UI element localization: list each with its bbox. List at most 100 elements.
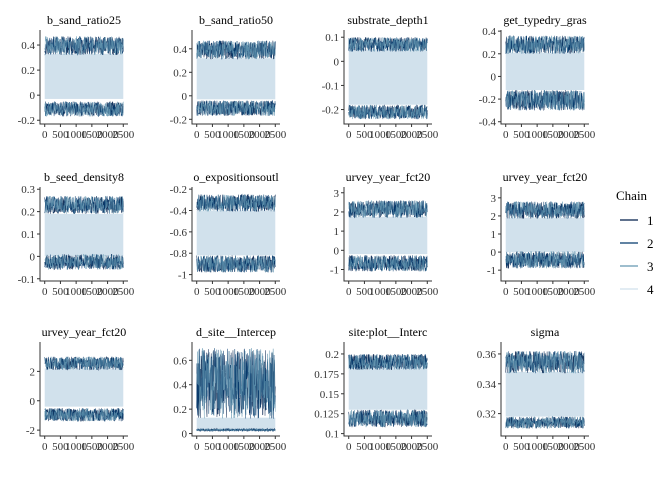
x-tick-label: 1000 — [65, 286, 88, 298]
trace-band — [348, 49, 428, 105]
x-tick-label: 1500 — [81, 286, 104, 298]
trace-chain-3-low — [44, 407, 124, 422]
y-tick-label: 0 — [334, 245, 340, 257]
trace-chain-3-low — [44, 101, 124, 117]
x-tick-label: 1000 — [217, 129, 240, 141]
y-tick-label: 3 — [491, 193, 497, 205]
x-tick-label: 1000 — [369, 129, 392, 141]
x-tick-label: 500 — [356, 286, 373, 298]
x-tick-label: 1000 — [526, 441, 549, 453]
x-tick-label: 0 — [503, 129, 509, 141]
panel-traces — [44, 195, 124, 271]
y-tick-label: 0.2 — [173, 67, 187, 79]
y-tick-label: 2 — [334, 207, 340, 219]
x-tick-label: 2500 — [573, 441, 596, 453]
x-tick-label: 2500 — [573, 129, 596, 141]
x-tick-label: 2000 — [558, 129, 581, 141]
y-tick-label: -0.2 — [170, 114, 187, 126]
panel-traces — [505, 200, 585, 270]
x-tick-label: 2500 — [264, 129, 287, 141]
trace-chain-3-high — [505, 35, 585, 54]
y-tick-label: -1 — [178, 270, 187, 282]
panel-title: urvey_year_fct20 — [346, 170, 431, 184]
x-tick-label: 0 — [194, 129, 200, 141]
panel-traces — [348, 353, 428, 428]
y-tick-label: 0 — [182, 91, 188, 103]
y-tick-label: 0.1 — [21, 229, 35, 241]
panel-title: sigma — [531, 325, 560, 339]
x-tick-label: 2500 — [112, 129, 135, 141]
y-tick-label: 2 — [30, 366, 36, 378]
x-tick-label: 2500 — [416, 441, 439, 453]
trace-band — [44, 53, 124, 99]
trace-chain-3-high — [196, 194, 276, 212]
y-tick-label: 0.34 — [477, 379, 497, 391]
x-tick-label: 0 — [346, 441, 352, 453]
panel-traces — [196, 348, 276, 433]
x-tick-label: 500 — [52, 129, 69, 141]
y-tick-label: 0.4 — [173, 380, 187, 392]
x-tick-label: 1500 — [81, 129, 104, 141]
y-tick-label: -0.2 — [170, 184, 187, 196]
x-tick-label: 2000 — [97, 129, 120, 141]
trace-chain-3-low — [348, 254, 428, 272]
y-tick-label: 0.175 — [314, 369, 339, 381]
y-tick-label: 0 — [30, 90, 36, 102]
x-tick-label: 500 — [52, 441, 69, 453]
trace-chain-3-high — [348, 200, 428, 218]
y-tick-label: 0.36 — [477, 349, 497, 361]
x-tick-label: 500 — [356, 441, 373, 453]
y-tick-label: 0.4 — [482, 26, 496, 38]
panel-traces — [505, 35, 585, 111]
y-tick-label: 0.3 — [21, 184, 35, 196]
x-tick-label: 2500 — [112, 286, 135, 298]
y-tick-label: -0.2 — [322, 105, 339, 117]
trace-chain-3-high — [196, 40, 276, 60]
x-tick-label: 500 — [204, 441, 221, 453]
panel-title: urvey_year_fct20 — [42, 325, 127, 339]
x-tick-label: 1500 — [233, 441, 256, 453]
x-tick-label: 2500 — [573, 286, 596, 298]
y-tick-label: 0.4 — [173, 44, 187, 56]
y-tick-label: -0.4 — [479, 117, 497, 129]
y-tick-label: -0.1 — [322, 80, 339, 92]
y-tick-label: 0 — [491, 247, 497, 259]
y-tick-label: 0.4 — [21, 40, 35, 52]
y-tick-label: 0.2 — [21, 65, 35, 77]
y-tick-label: 0.1 — [325, 429, 339, 441]
x-tick-label: 2000 — [97, 286, 120, 298]
x-tick-label: 1000 — [526, 129, 549, 141]
trace-band — [505, 371, 585, 417]
panel-traces — [196, 39, 276, 116]
trace-band — [348, 365, 428, 410]
panel-title: o_expositionsoutl — [193, 170, 279, 184]
panel-traces — [44, 356, 124, 423]
x-tick-label: 0 — [194, 286, 200, 298]
x-tick-label: 500 — [204, 129, 221, 141]
legend-label-3: 3 — [647, 259, 654, 274]
trace-chain-3-low — [196, 427, 276, 432]
y-tick-label: -0.4 — [170, 206, 188, 218]
trace-chain-1-low — [44, 407, 124, 422]
y-tick-label: -0.2 — [18, 115, 35, 127]
x-tick-label: 2500 — [416, 286, 439, 298]
x-tick-label: 0 — [194, 441, 200, 453]
trace-chain-3-low — [348, 104, 428, 120]
x-tick-label: 0 — [346, 286, 352, 298]
y-tick-label: 0.2 — [482, 49, 496, 61]
y-tick-label: -0.6 — [170, 227, 188, 239]
panel-traces — [348, 200, 428, 272]
y-tick-label: 0.15 — [320, 389, 340, 401]
y-tick-label: -0.2 — [479, 94, 496, 106]
trace-chain-3-low — [505, 89, 585, 111]
y-tick-label: 0.125 — [314, 409, 339, 421]
x-tick-label: 1000 — [369, 441, 392, 453]
legend-label-4: 4 — [647, 282, 654, 297]
y-tick-label: -0.1 — [18, 274, 35, 286]
